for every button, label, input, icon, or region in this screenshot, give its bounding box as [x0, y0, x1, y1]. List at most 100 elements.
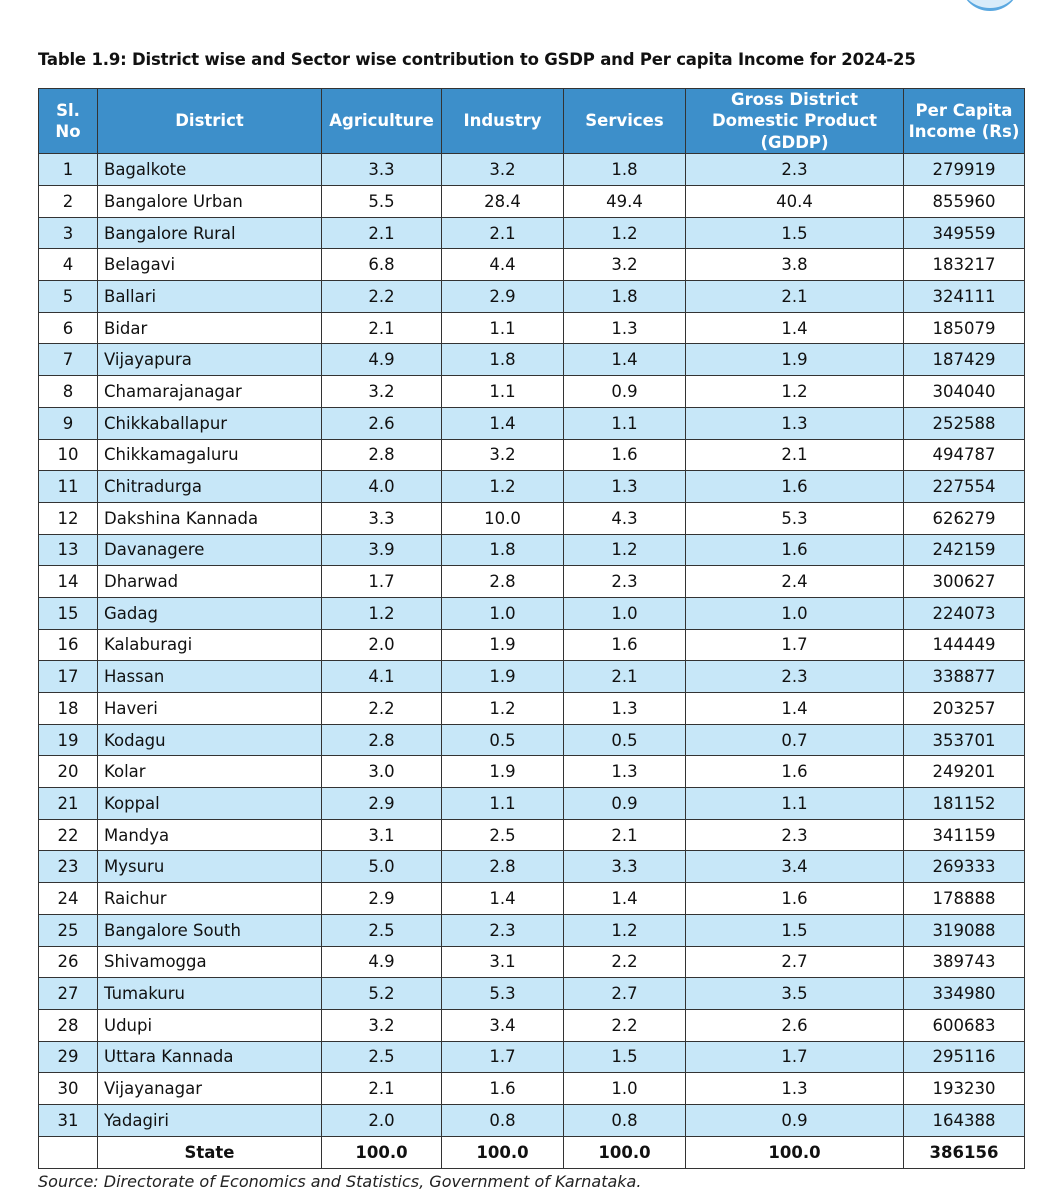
value-cell: 1.2: [685, 375, 904, 408]
value-cell: 3.1: [321, 818, 442, 852]
value-cell: 1.7: [441, 1040, 564, 1074]
table-row: 1 Bagalkote 3.3 3.2 1.8 2.3 279919: [38, 153, 1025, 186]
header-cell: Agriculture: [321, 87, 442, 155]
value-cell: 3.5: [685, 977, 904, 1010]
value-cell: 224073: [903, 596, 1025, 630]
district-cell: Chitradurga: [97, 470, 322, 503]
value-cell: 1.2: [563, 913, 686, 947]
value-cell: 341159: [903, 818, 1025, 852]
value-cell: 249201: [903, 755, 1025, 789]
value-cell: 1.9: [441, 660, 564, 693]
value-cell: 304040: [903, 375, 1025, 408]
district-cell: Bangalore Rural: [97, 216, 322, 250]
value-cell: 1.6: [685, 470, 904, 503]
value-cell: 4.0: [321, 470, 442, 503]
value-cell: 2.2: [321, 692, 442, 725]
value-cell: 1.8: [563, 153, 686, 186]
value-cell: 25: [38, 913, 98, 947]
value-cell: 1.7: [321, 565, 442, 598]
value-cell: 187429: [903, 343, 1025, 377]
value-cell: 31: [38, 1103, 98, 1137]
value-cell: 0.5: [441, 723, 564, 757]
value-cell: 1.1: [441, 375, 564, 408]
value-cell: 2.1: [685, 438, 904, 472]
value-cell: 8: [38, 375, 98, 408]
header-row: Sl. No District Agriculture Industry Service…: [38, 87, 1025, 155]
table-row: 11 Chitradurga 4.0 1.2 1.3 1.6 227554: [38, 470, 1025, 503]
value-cell: 164388: [903, 1103, 1025, 1137]
value-cell: 9: [38, 406, 98, 440]
value-cell: 22: [38, 818, 98, 852]
value-cell: 0.8: [563, 1103, 686, 1137]
value-cell: 1.9: [441, 755, 564, 789]
value-cell: 242159: [903, 533, 1025, 567]
total-cell: 100.0: [321, 1135, 442, 1169]
district-cell: Bidar: [97, 311, 322, 345]
total-cell: 386156: [903, 1135, 1025, 1169]
value-cell: 3.4: [685, 850, 904, 884]
table-header: Sl. No District Agriculture Industry Service…: [38, 87, 1025, 155]
value-cell: 3.2: [563, 248, 686, 282]
value-cell: 324111: [903, 280, 1025, 313]
value-cell: 10.0: [441, 501, 564, 535]
value-cell: 3.3: [321, 153, 442, 186]
value-cell: 0.8: [441, 1103, 564, 1137]
value-cell: 1.4: [685, 311, 904, 345]
district-cell: Dharwad: [97, 565, 322, 598]
value-cell: 10: [38, 438, 98, 472]
source-note: Source: Directorate of Economics and Sta…: [38, 1172, 642, 1191]
district-cell: Hassan: [97, 660, 322, 693]
value-cell: 279919: [903, 153, 1025, 186]
district-cell: Chamarajanagar: [97, 375, 322, 408]
district-cell: Gadag: [97, 596, 322, 630]
value-cell: 2.1: [321, 1072, 442, 1105]
table-row: 4 Belagavi 6.8 4.4 3.2 3.8 183217: [38, 248, 1025, 282]
district-cell: Kalaburagi: [97, 628, 322, 662]
value-cell: 1.3: [563, 755, 686, 789]
value-cell: 26: [38, 945, 98, 979]
value-cell: 1.8: [563, 280, 686, 313]
value-cell: 1.6: [685, 755, 904, 789]
value-cell: 28: [38, 1008, 98, 1042]
value-cell: 1.5: [563, 1040, 686, 1074]
district-cell: Bangalore South: [97, 913, 322, 947]
value-cell: 3.4: [441, 1008, 564, 1042]
header-cell: Industry: [441, 87, 564, 155]
value-cell: 1.3: [563, 311, 686, 345]
value-cell: 6: [38, 311, 98, 345]
value-cell: 2.1: [563, 818, 686, 852]
value-cell: 18: [38, 692, 98, 725]
value-cell: 16: [38, 628, 98, 662]
value-cell: 4.9: [321, 945, 442, 979]
value-cell: 0.5: [563, 723, 686, 757]
district-cell: Yadagiri: [97, 1103, 322, 1137]
value-cell: 1.3: [563, 470, 686, 503]
value-cell: 2.5: [321, 1040, 442, 1074]
table-row: 6 Bidar 2.1 1.1 1.3 1.4 185079: [38, 311, 1025, 345]
table-row: 26 Shivamogga 4.9 3.1 2.2 2.7 389743: [38, 945, 1025, 979]
value-cell: 1.8: [441, 343, 564, 377]
value-cell: 1.0: [441, 596, 564, 630]
table-body: 1 Bagalkote 3.3 3.2 1.8 2.3 279919 2 Bangalore U…: [38, 153, 1025, 1169]
value-cell: 1.7: [685, 1040, 904, 1074]
value-cell: 1.0: [685, 596, 904, 630]
value-cell: 4: [38, 248, 98, 282]
value-cell: 2.0: [321, 628, 442, 662]
table-row: 23 Mysuru 5.0 2.8 3.3 3.4 269333: [38, 850, 1025, 884]
value-cell: 3.2: [321, 1008, 442, 1042]
value-cell: 30: [38, 1072, 98, 1105]
table-row: 3 Bangalore Rural 2.1 2.1 1.2 1.5 349559: [38, 216, 1025, 250]
value-cell: 269333: [903, 850, 1025, 884]
value-cell: 2.3: [563, 565, 686, 598]
value-cell: 15: [38, 596, 98, 630]
table-row: 9 Chikkaballapur 2.6 1.4 1.1 1.3 252588: [38, 406, 1025, 440]
district-cell: Shivamogga: [97, 945, 322, 979]
value-cell: 3.9: [321, 533, 442, 567]
district-cell: Davanagere: [97, 533, 322, 567]
decoration: [960, 0, 1020, 11]
value-cell: 1.0: [563, 596, 686, 630]
district-cell: Dakshina Kannada: [97, 501, 322, 535]
value-cell: 4.3: [563, 501, 686, 535]
header-cell: Gross District Domestic Product (GDDP): [685, 87, 904, 155]
district-cell: Chikkamagaluru: [97, 438, 322, 472]
